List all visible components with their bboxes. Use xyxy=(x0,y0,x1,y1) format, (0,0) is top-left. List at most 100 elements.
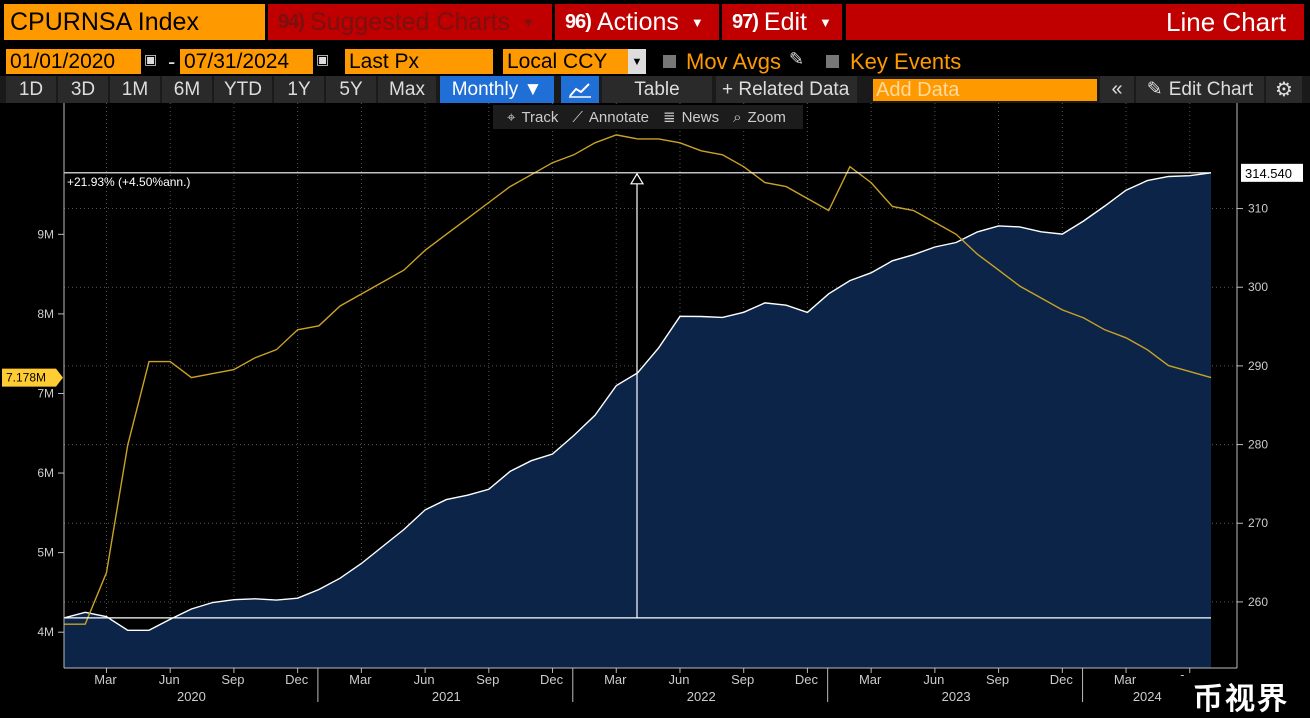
related-data-button[interactable]: + Related Data xyxy=(716,76,857,103)
x-axis-year-label: 2024 xyxy=(1133,689,1162,704)
gear-icon[interactable]: ⚙ xyxy=(1266,76,1302,103)
field-select[interactable]: Last Px xyxy=(345,49,493,74)
period-select[interactable]: Monthly ▼ xyxy=(440,76,554,103)
edit-chart-label: Edit Chart xyxy=(1168,78,1254,100)
chevron-down-icon: ▼ xyxy=(819,14,832,30)
calendar-icon[interactable]: ▣ xyxy=(316,51,330,67)
left-value-badge xyxy=(2,368,63,387)
watermark-logo: 币视界 xyxy=(1172,676,1310,717)
table-button[interactable]: Table xyxy=(602,76,712,103)
chevron-down-icon: ▼ xyxy=(690,14,704,30)
x-axis-month-label: Mar xyxy=(349,672,372,687)
date-separator: - xyxy=(168,49,176,74)
field-value: Last Px xyxy=(349,49,420,73)
actions-menu[interactable]: 96) Actions ▼ xyxy=(555,4,719,40)
x-axis-month-label: Dec xyxy=(1050,672,1074,687)
currency-select[interactable]: Local CCY xyxy=(503,49,628,74)
chart-tools-bar: ⌖ Track ⟋ Annotate ≣ News ⌕ Zoom xyxy=(493,105,803,129)
suggested-charts-button[interactable]: 94) Suggested Charts ▼ xyxy=(268,4,552,40)
range-3d[interactable]: 3D xyxy=(58,76,108,103)
suggested-label: Suggested Charts xyxy=(309,7,511,36)
range-bar: 1D 3D 1M 6M YTD 1Y 5Y Max Monthly ▼ Tabl… xyxy=(0,76,1310,103)
calendar-icon[interactable]: ▣ xyxy=(144,51,158,67)
line-chart-glyph xyxy=(569,82,591,98)
x-axis-month-label: Jun xyxy=(923,672,944,687)
actions-label: Actions xyxy=(596,7,679,36)
left-axis-tick-label: 5M xyxy=(37,546,54,560)
x-axis-month-label: Dec xyxy=(540,672,564,687)
news-button[interactable]: News xyxy=(681,108,720,126)
x-axis-month-label: Sep xyxy=(986,672,1009,687)
x-axis-year-label: 2022 xyxy=(687,689,716,704)
zoom-button[interactable]: Zoom xyxy=(747,108,786,126)
suggested-num: 94) xyxy=(278,10,305,33)
ticker-field[interactable]: CPURNSA Index xyxy=(4,4,265,40)
x-axis-month-label: Mar xyxy=(1114,672,1137,687)
edit-num: 97) xyxy=(732,10,759,33)
x-axis-month-label: Mar xyxy=(94,672,117,687)
left-axis-tick-label: 8M xyxy=(37,307,54,321)
right-axis-tick-label: 300 xyxy=(1248,280,1268,294)
x-axis-month-label: Sep xyxy=(731,672,754,687)
x-axis-month-label: Jun xyxy=(159,672,180,687)
zoom-icon[interactable]: ⌕ xyxy=(733,108,742,126)
x-axis-year-label: 2020 xyxy=(177,689,206,704)
key-events-checkbox[interactable] xyxy=(826,55,839,68)
top-toolbar: CPURNSA Index 94) Suggested Charts ▼ 96)… xyxy=(0,0,1310,44)
range-max[interactable]: Max xyxy=(378,76,436,103)
add-data-placeholder: Add Data xyxy=(876,78,960,101)
chart-type-title: Line Chart xyxy=(846,4,1304,40)
start-date-input[interactable]: 01/01/2020 xyxy=(6,49,141,74)
chevron-down-icon: ▼ xyxy=(522,14,535,30)
start-date-value: 01/01/2020 xyxy=(10,49,116,73)
left-axis-tick-label: 9M xyxy=(37,227,54,241)
pencil-icon[interactable]: ✎ xyxy=(789,49,805,69)
x-axis-month-label: Dec xyxy=(795,672,819,687)
range-5y[interactable]: 5Y xyxy=(326,76,376,103)
ticker-label: CPURNSA Index xyxy=(10,7,199,36)
chart-type-label: Line Chart xyxy=(1166,6,1286,37)
last-value-badge xyxy=(1241,163,1303,182)
end-date-input[interactable]: 07/31/2024 xyxy=(180,49,313,74)
mov-avgs-label: Mov Avgs xyxy=(686,49,781,74)
last-value-label: 314.540 xyxy=(1245,166,1292,181)
mov-avgs-checkbox[interactable] xyxy=(663,55,676,68)
left-value-label: 7.178M xyxy=(6,371,46,385)
line-chart-icon[interactable] xyxy=(561,76,599,103)
range-1y[interactable]: 1Y xyxy=(274,76,324,103)
right-axis-tick-label: 260 xyxy=(1248,595,1268,609)
collapse-icon[interactable]: « xyxy=(1100,76,1134,103)
chevron-down-icon[interactable]: ▼ xyxy=(628,49,646,74)
range-ytd[interactable]: YTD xyxy=(214,76,272,103)
measure-arrow-head xyxy=(629,172,645,185)
edit-menu[interactable]: 97) Edit ▼ xyxy=(722,4,842,40)
x-axis-month-label: Jun xyxy=(668,672,689,687)
edit-chart-button[interactable]: ✎ Edit Chart xyxy=(1136,76,1264,103)
end-date-value: 07/31/2024 xyxy=(184,49,290,73)
range-6m[interactable]: 6M xyxy=(162,76,212,103)
news-icon[interactable]: ≣ xyxy=(662,109,676,126)
annotate-button[interactable]: Annotate xyxy=(588,108,649,126)
track-button[interactable]: Track xyxy=(521,108,559,126)
x-axis-month-label: Mar xyxy=(859,672,882,687)
yellow-series-line xyxy=(64,134,1212,625)
add-data-input[interactable]: Add Data xyxy=(873,79,1097,101)
right-axis-tick-label: 270 xyxy=(1248,516,1268,530)
x-axis-year-label: 2023 xyxy=(942,689,971,704)
x-axis-month-label: Sep xyxy=(221,672,244,687)
pencil-icon: ✎ xyxy=(1146,79,1163,100)
range-1m[interactable]: 1M xyxy=(110,76,160,103)
line-chart: +21.93% (+4.50%ann.) 260 270 280 290 300 310 31… xyxy=(2,103,1303,704)
right-axis-tick-label: 290 xyxy=(1248,359,1268,373)
x-axis-month-label: Sep xyxy=(476,672,499,687)
edit-label: Edit xyxy=(763,7,807,36)
actions-num: 96) xyxy=(565,10,592,33)
left-axis-tick-label: 4M xyxy=(37,625,54,639)
annotate-icon[interactable]: ⟋ xyxy=(572,108,583,126)
measure-annotation-label: +21.93% (+4.50%ann.) xyxy=(67,175,190,189)
track-icon[interactable]: ⌖ xyxy=(507,108,516,126)
right-axis-tick-label: 280 xyxy=(1248,438,1268,452)
key-events-label: Key Events xyxy=(850,49,962,74)
left-axis-tick-label: 6M xyxy=(37,466,54,480)
range-1d[interactable]: 1D xyxy=(6,76,56,103)
